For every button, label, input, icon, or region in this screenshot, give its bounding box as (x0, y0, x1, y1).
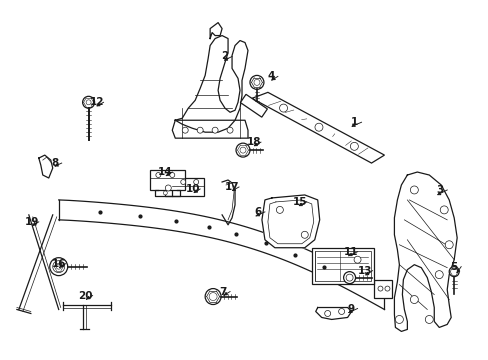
Circle shape (156, 172, 161, 177)
Circle shape (276, 206, 283, 213)
Bar (314, 251, 370, 280)
Circle shape (377, 286, 382, 291)
Circle shape (249, 75, 264, 89)
Polygon shape (315, 307, 351, 319)
Circle shape (395, 315, 403, 323)
Circle shape (226, 127, 233, 133)
Circle shape (301, 231, 307, 238)
Circle shape (343, 272, 355, 284)
Text: 9: 9 (346, 303, 353, 314)
Polygon shape (394, 172, 456, 332)
Circle shape (439, 206, 447, 214)
Bar (240, 94, 267, 117)
Circle shape (350, 142, 358, 150)
Text: 7: 7 (219, 287, 226, 297)
Circle shape (338, 309, 344, 315)
Circle shape (409, 296, 417, 303)
Circle shape (50, 258, 67, 276)
Circle shape (56, 264, 61, 269)
Text: 10: 10 (185, 184, 200, 194)
Circle shape (165, 185, 171, 191)
Circle shape (253, 80, 260, 85)
Circle shape (324, 310, 330, 316)
Circle shape (279, 104, 287, 112)
Polygon shape (175, 36, 247, 132)
Circle shape (236, 143, 249, 157)
Text: 8: 8 (51, 158, 58, 168)
Text: 16: 16 (51, 259, 66, 269)
Text: 17: 17 (224, 182, 239, 192)
Circle shape (384, 286, 389, 291)
Text: 13: 13 (358, 266, 372, 276)
Circle shape (197, 127, 203, 133)
Circle shape (193, 180, 198, 184)
Text: 11: 11 (343, 247, 357, 257)
Polygon shape (59, 200, 384, 310)
Circle shape (240, 147, 245, 153)
Polygon shape (262, 195, 319, 248)
Bar (172, 178, 203, 196)
Text: 4: 4 (266, 71, 274, 81)
Circle shape (409, 186, 417, 194)
Circle shape (212, 127, 218, 133)
Circle shape (86, 100, 91, 105)
Text: 18: 18 (246, 137, 261, 147)
Text: 2: 2 (221, 51, 228, 62)
Circle shape (434, 271, 442, 279)
Circle shape (53, 261, 64, 273)
Text: 12: 12 (89, 97, 103, 107)
Polygon shape (172, 120, 247, 138)
Text: 15: 15 (292, 197, 306, 207)
Circle shape (169, 172, 174, 177)
Circle shape (448, 267, 458, 276)
Bar (374, 280, 392, 298)
Polygon shape (251, 92, 384, 163)
Text: 3: 3 (436, 185, 443, 195)
Circle shape (353, 256, 360, 263)
Text: 20: 20 (78, 291, 93, 301)
Text: 19: 19 (24, 217, 39, 227)
Circle shape (314, 123, 322, 131)
Text: 14: 14 (158, 167, 172, 177)
Circle shape (209, 293, 217, 301)
Text: 6: 6 (254, 207, 261, 217)
Circle shape (181, 180, 185, 184)
Text: 5: 5 (449, 262, 457, 272)
Circle shape (163, 191, 167, 195)
Circle shape (346, 274, 352, 281)
Circle shape (82, 96, 94, 108)
Circle shape (444, 241, 452, 249)
Text: 1: 1 (350, 117, 358, 127)
Circle shape (182, 127, 188, 133)
Bar (311, 248, 373, 284)
Circle shape (425, 315, 432, 323)
Bar (150, 170, 185, 190)
Circle shape (205, 289, 221, 305)
